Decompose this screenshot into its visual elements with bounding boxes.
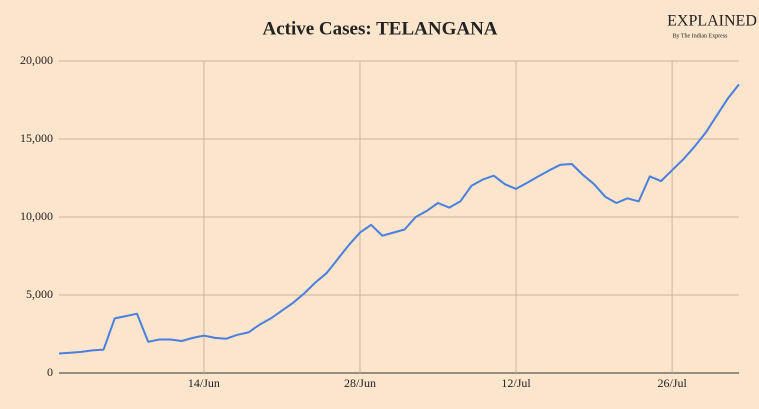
data-line bbox=[58, 83, 740, 355]
x-tick-label: 14/Jun bbox=[188, 376, 220, 390]
logo: EXPLAINED bbox=[667, 13, 757, 30]
y-tick-label: 0 bbox=[47, 365, 53, 379]
y-tick-label: 5,000 bbox=[26, 287, 53, 301]
y-tick-label: 15,000 bbox=[20, 131, 53, 145]
y-tick-label: 20,000 bbox=[20, 53, 53, 67]
y-tick-label: 10,000 bbox=[20, 209, 53, 223]
x-tick-label: 12/Jul bbox=[501, 376, 531, 390]
x-tick-label: 28/Jun bbox=[344, 376, 376, 390]
x-tick-label: 26/Jul bbox=[657, 376, 687, 390]
chart-title: Active Cases: TELANGANA bbox=[262, 18, 497, 39]
logo-subtitle: By The Indian Express bbox=[672, 33, 728, 39]
